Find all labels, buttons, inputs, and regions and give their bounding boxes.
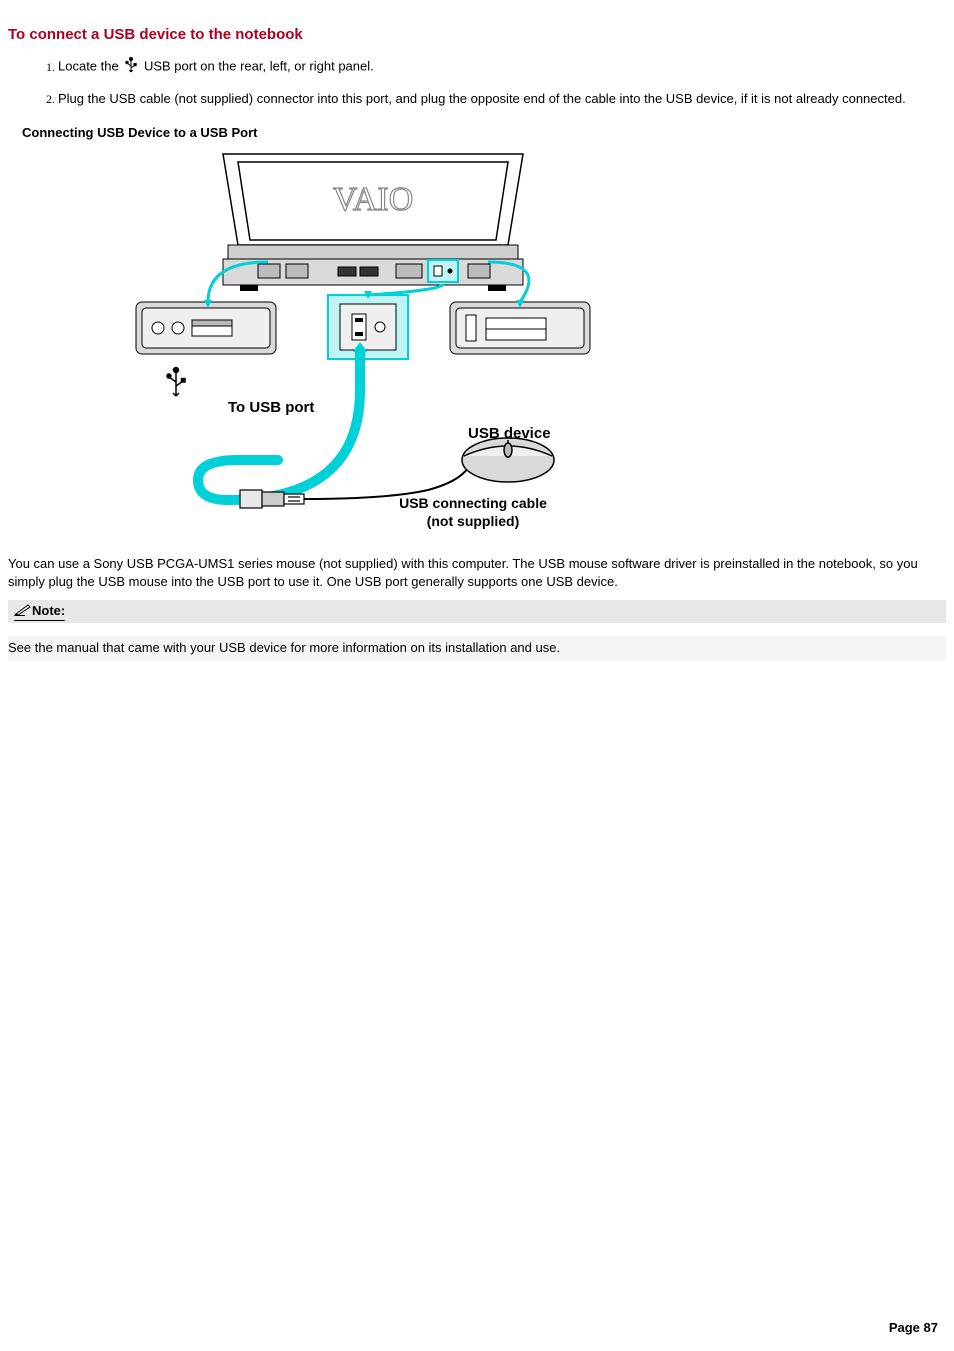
step-1-text-after: USB port on the rear, left, or right pan…: [144, 59, 374, 74]
pencil-icon: [14, 602, 32, 619]
label-to-usb-port: To USB port: [228, 399, 314, 416]
step-1-text-before: Locate the: [58, 59, 122, 74]
figure-container: VAIO: [8, 150, 946, 543]
note-body: See the manual that came with your USB d…: [8, 636, 946, 661]
usb-icon: [167, 368, 185, 397]
vaio-logo: VAIO: [333, 181, 414, 218]
label-cable-2: (not supplied): [427, 513, 520, 529]
step-2: Plug the USB cable (not supplied) connec…: [58, 90, 946, 108]
body-paragraph: You can use a Sony USB PCGA-UMS1 series …: [8, 555, 946, 590]
page-number: Page 87: [889, 1320, 938, 1335]
page-title: To connect a USB device to the notebook: [8, 26, 946, 43]
usb-icon: [124, 57, 138, 78]
note-label: Note:: [32, 603, 65, 618]
usb-connection-diagram: VAIO: [128, 150, 598, 540]
label-cable-1: USB connecting cable: [399, 495, 547, 511]
step-1: Locate the USB port on the rear, left, o…: [58, 57, 946, 78]
figure-caption: Connecting USB Device to a USB Port: [22, 125, 946, 140]
note-header: Note:: [8, 600, 946, 623]
steps-list: Locate the USB port on the rear, left, o…: [8, 57, 946, 107]
